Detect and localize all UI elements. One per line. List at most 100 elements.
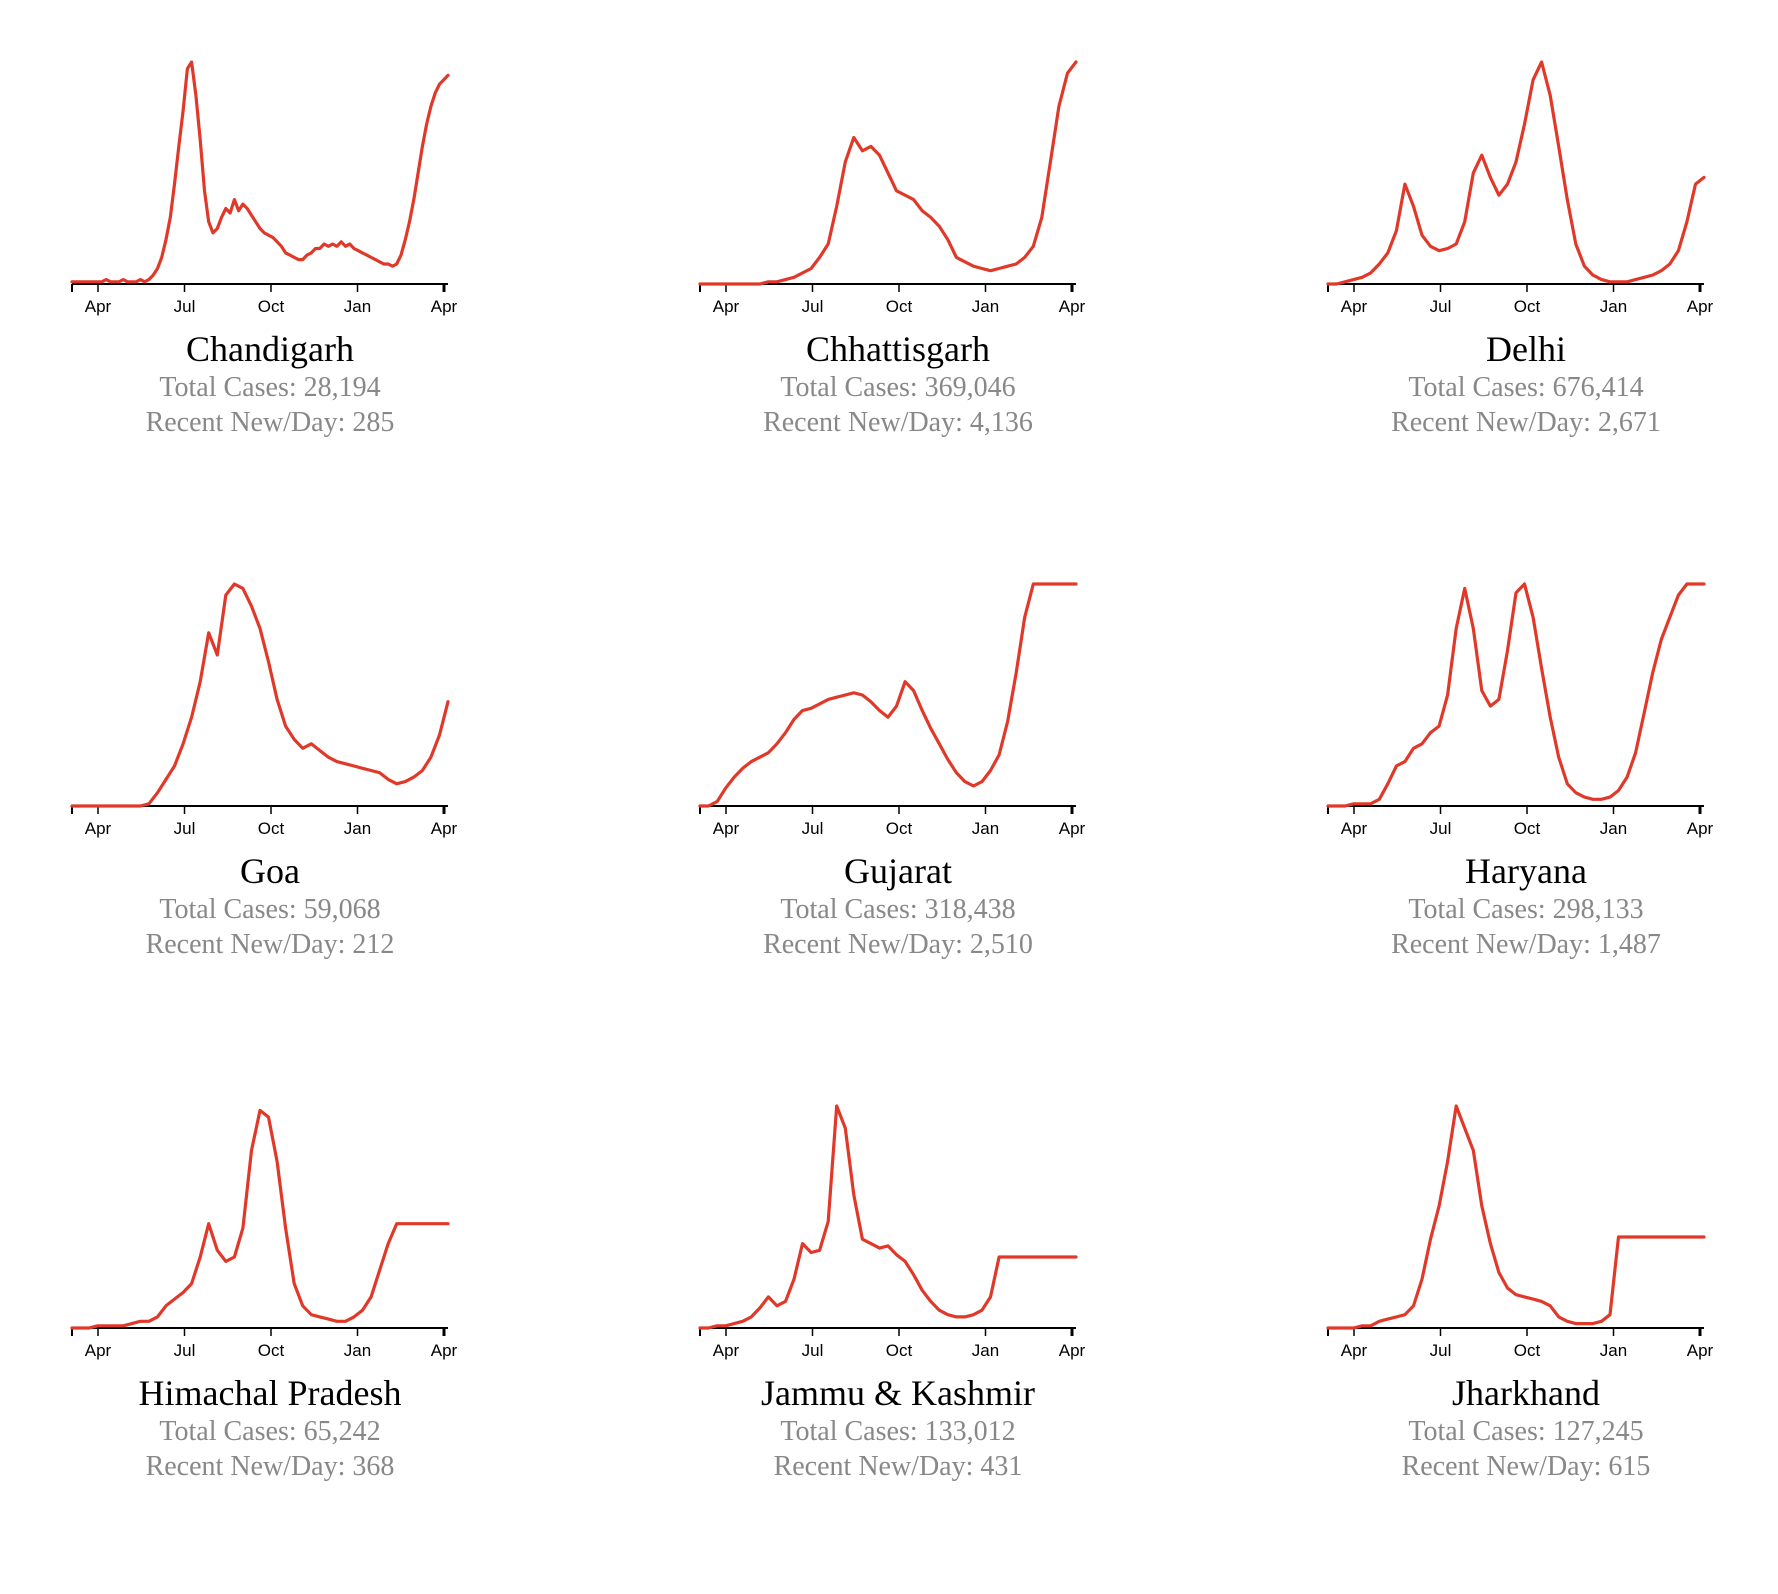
- x-tick-label: Oct: [886, 297, 913, 316]
- total-cases: Total Cases: 369,046: [780, 372, 1016, 403]
- x-tick-label: Jul: [1430, 1341, 1452, 1360]
- caption: Jharkhand Total Cases: 127,245 Recent Ne…: [1326, 1372, 1726, 1484]
- chart-himachal-pradesh: Apr Jul Oct Jan Apr: [70, 1108, 458, 1360]
- x-tick-label: Oct: [258, 819, 285, 838]
- x-tick-label: Oct: [258, 1341, 285, 1360]
- x-tick-label: Apr: [85, 819, 112, 838]
- caption: Chhattisgarh Total Cases: 369,046 Recent…: [698, 328, 1098, 440]
- recent-new-per-day: Recent New/Day: 1,487: [1391, 929, 1661, 960]
- caption: Goa Total Cases: 59,068 Recent New/Day: …: [70, 850, 470, 962]
- x-tick-label: Apr: [1059, 297, 1086, 316]
- series-line: [70, 1108, 450, 1330]
- x-tick-label: Apr: [431, 297, 458, 316]
- x-tick-label: Jan: [972, 819, 999, 838]
- series-line: [70, 582, 450, 808]
- state-name: Himachal Pradesh: [138, 1373, 402, 1413]
- state-name: Delhi: [1486, 329, 1566, 369]
- x-tick-label: Jul: [802, 297, 824, 316]
- total-cases: Total Cases: 127,245: [1408, 1416, 1644, 1447]
- recent-new-per-day: Recent New/Day: 285: [145, 407, 395, 438]
- x-tick-label: Apr: [713, 297, 740, 316]
- x-tick-label: Oct: [258, 297, 285, 316]
- total-cases: Total Cases: 133,012: [780, 1416, 1016, 1447]
- x-tick-label: Apr: [85, 1341, 112, 1360]
- state-name: Jharkhand: [1452, 1373, 1600, 1413]
- x-tick-label: Jul: [174, 1341, 196, 1360]
- state-name: Chhattisgarh: [806, 329, 990, 369]
- x-tick-label: Jul: [174, 819, 196, 838]
- x-tick-label: Jul: [802, 819, 824, 838]
- x-tick-label: Jul: [802, 1341, 824, 1360]
- x-tick-label: Apr: [1059, 1341, 1086, 1360]
- x-tick-label: Apr: [431, 1341, 458, 1360]
- x-tick-label: Jan: [344, 819, 371, 838]
- total-cases: Total Cases: 59,068: [159, 894, 381, 925]
- panel-chhattisgarh: Apr Jul Oct Jan Apr Chhattisgarh Total Cases…: [698, 50, 1258, 550]
- caption: Jammu & Kashmir Total Cases: 133,012 Rec…: [698, 1372, 1098, 1484]
- x-tick-label: Jan: [344, 297, 371, 316]
- panel-jharkhand: Apr Jul Oct Jan Apr Jharkhand Total Cases: 1…: [1326, 1094, 1778, 1594]
- series-line: [70, 60, 450, 284]
- recent-new-per-day: Recent New/Day: 4,136: [763, 407, 1033, 438]
- x-tick-label: Apr: [713, 819, 740, 838]
- caption: Delhi Total Cases: 676,414 Recent New/Da…: [1326, 328, 1726, 440]
- x-tick-label: Jan: [972, 297, 999, 316]
- recent-new-per-day: Recent New/Day: 368: [145, 1451, 395, 1482]
- total-cases: Total Cases: 676,414: [1408, 372, 1644, 403]
- x-tick-label: Oct: [886, 819, 913, 838]
- x-tick-label: Jan: [344, 1341, 371, 1360]
- recent-new-per-day: Recent New/Day: 212: [145, 929, 395, 960]
- chart-chandigarh: Apr Jul Oct Jan Apr: [70, 60, 458, 316]
- x-tick-label: Oct: [1514, 1341, 1541, 1360]
- chart-jharkhand: Apr Jul Oct Jan Apr: [1326, 1104, 1714, 1360]
- series-line: [1326, 60, 1706, 286]
- x-tick-label: Oct: [886, 1341, 913, 1360]
- x-tick-label: Apr: [1687, 297, 1714, 316]
- recent-new-per-day: Recent New/Day: 2,510: [763, 929, 1033, 960]
- x-tick-label: Apr: [1687, 819, 1714, 838]
- x-tick-label: Apr: [431, 819, 458, 838]
- total-cases: Total Cases: 65,242: [159, 1416, 381, 1447]
- caption: Chandigarh Total Cases: 28,194 Recent Ne…: [70, 328, 470, 440]
- x-tick-label: Jan: [1600, 1341, 1627, 1360]
- x-tick-label: Apr: [85, 297, 112, 316]
- x-tick-label: Jan: [972, 1341, 999, 1360]
- chart-haryana: Apr Jul Oct Jan Apr: [1326, 582, 1714, 838]
- x-tick-label: Jan: [1600, 819, 1627, 838]
- x-tick-label: Oct: [1514, 297, 1541, 316]
- total-cases: Total Cases: 298,133: [1408, 894, 1644, 925]
- small-multiples-grid: Apr Jul Oct Jan Apr Chandigarh Total Cases: …: [70, 50, 1778, 1484]
- state-name: Goa: [240, 851, 300, 891]
- caption: Himachal Pradesh Total Cases: 65,242 Rec…: [70, 1372, 470, 1484]
- x-tick-label: Jul: [174, 297, 196, 316]
- x-tick-label: Apr: [1059, 819, 1086, 838]
- panel-chandigarh: Apr Jul Oct Jan Apr Chandigarh Total Cases: …: [70, 50, 630, 550]
- state-name: Haryana: [1465, 851, 1587, 891]
- chart-goa: Apr Jul Oct Jan Apr: [70, 582, 458, 838]
- series-line: [698, 1104, 1078, 1330]
- recent-new-per-day: Recent New/Day: 615: [1401, 1451, 1651, 1482]
- panel-gujarat: Apr Jul Oct Jan Apr Gujarat Total Cases: 318…: [698, 572, 1258, 1072]
- state-name: Gujarat: [844, 851, 952, 891]
- total-cases: Total Cases: 28,194: [159, 372, 381, 403]
- panel-himachal-pradesh: Apr Jul Oct Jan Apr Himachal Pradesh Total C…: [70, 1094, 630, 1594]
- series-line: [698, 60, 1078, 286]
- state-name: Chandigarh: [186, 329, 354, 369]
- x-tick-label: Apr: [1341, 819, 1368, 838]
- total-cases: Total Cases: 318,438: [780, 894, 1016, 925]
- caption: Haryana Total Cases: 298,133 Recent New/…: [1326, 850, 1726, 962]
- caption: Gujarat Total Cases: 318,438 Recent New/…: [698, 850, 1098, 962]
- series-line: [1326, 1104, 1706, 1330]
- state-name: Jammu & Kashmir: [761, 1373, 1035, 1413]
- x-tick-label: Jul: [1430, 819, 1452, 838]
- x-tick-label: Oct: [1514, 819, 1541, 838]
- x-tick-label: Apr: [1341, 297, 1368, 316]
- chart-jammu-kashmir: Apr Jul Oct Jan Apr: [698, 1104, 1086, 1360]
- recent-new-per-day: Recent New/Day: 2,671: [1391, 407, 1661, 438]
- x-tick-label: Jan: [1600, 297, 1627, 316]
- recent-new-per-day: Recent New/Day: 431: [773, 1451, 1023, 1482]
- panel-delhi: Apr Jul Oct Jan Apr Delhi Total Cases: 676,4…: [1326, 50, 1778, 550]
- x-tick-label: Jul: [1430, 297, 1452, 316]
- series-line: [1326, 582, 1706, 808]
- chart-chhattisgarh: Apr Jul Oct Jan Apr: [698, 60, 1086, 316]
